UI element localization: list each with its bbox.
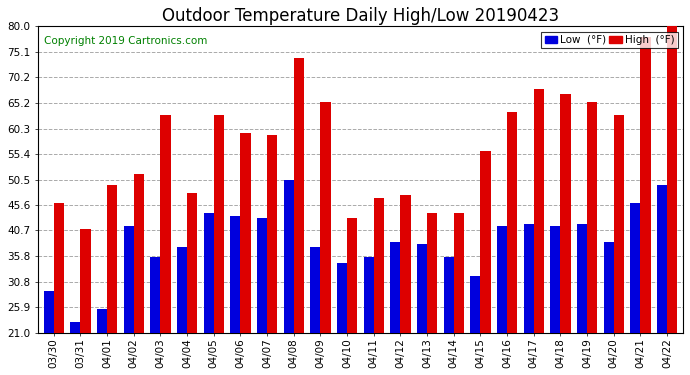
Bar [257, 219, 267, 333]
Bar [480, 151, 491, 333]
Bar [640, 37, 651, 333]
Bar [134, 174, 144, 333]
Bar [214, 115, 224, 333]
Bar [284, 180, 294, 333]
Bar [613, 115, 624, 333]
Bar [364, 257, 374, 333]
Bar [524, 224, 534, 333]
Bar [124, 226, 134, 333]
Bar [97, 309, 107, 333]
Bar [400, 195, 411, 333]
Bar [374, 198, 384, 333]
Text: Copyright 2019 Cartronics.com: Copyright 2019 Cartronics.com [44, 36, 208, 46]
Bar [534, 89, 544, 333]
Bar [577, 224, 587, 333]
Bar [471, 276, 480, 333]
Bar [187, 192, 197, 333]
Bar [444, 257, 454, 333]
Bar [294, 58, 304, 333]
Bar [241, 133, 250, 333]
Bar [391, 242, 400, 333]
Bar [150, 257, 161, 333]
Bar [267, 135, 277, 333]
Legend: Low  (°F), High  (°F): Low (°F), High (°F) [542, 32, 678, 48]
Bar [230, 216, 241, 333]
Bar [54, 203, 64, 333]
Bar [497, 226, 507, 333]
Bar [417, 244, 427, 333]
Bar [604, 242, 613, 333]
Bar [43, 291, 54, 333]
Bar [551, 226, 560, 333]
Bar [587, 102, 598, 333]
Bar [107, 185, 117, 333]
Bar [70, 322, 81, 333]
Bar [320, 102, 331, 333]
Bar [81, 229, 90, 333]
Bar [667, 27, 677, 333]
Bar [310, 247, 320, 333]
Bar [657, 185, 667, 333]
Bar [560, 94, 571, 333]
Bar [161, 115, 170, 333]
Bar [204, 213, 214, 333]
Bar [427, 213, 437, 333]
Bar [454, 213, 464, 333]
Title: Outdoor Temperature Daily High/Low 20190423: Outdoor Temperature Daily High/Low 20190… [162, 7, 559, 25]
Bar [177, 247, 187, 333]
Bar [337, 262, 347, 333]
Bar [507, 112, 518, 333]
Bar [630, 203, 640, 333]
Bar [347, 219, 357, 333]
